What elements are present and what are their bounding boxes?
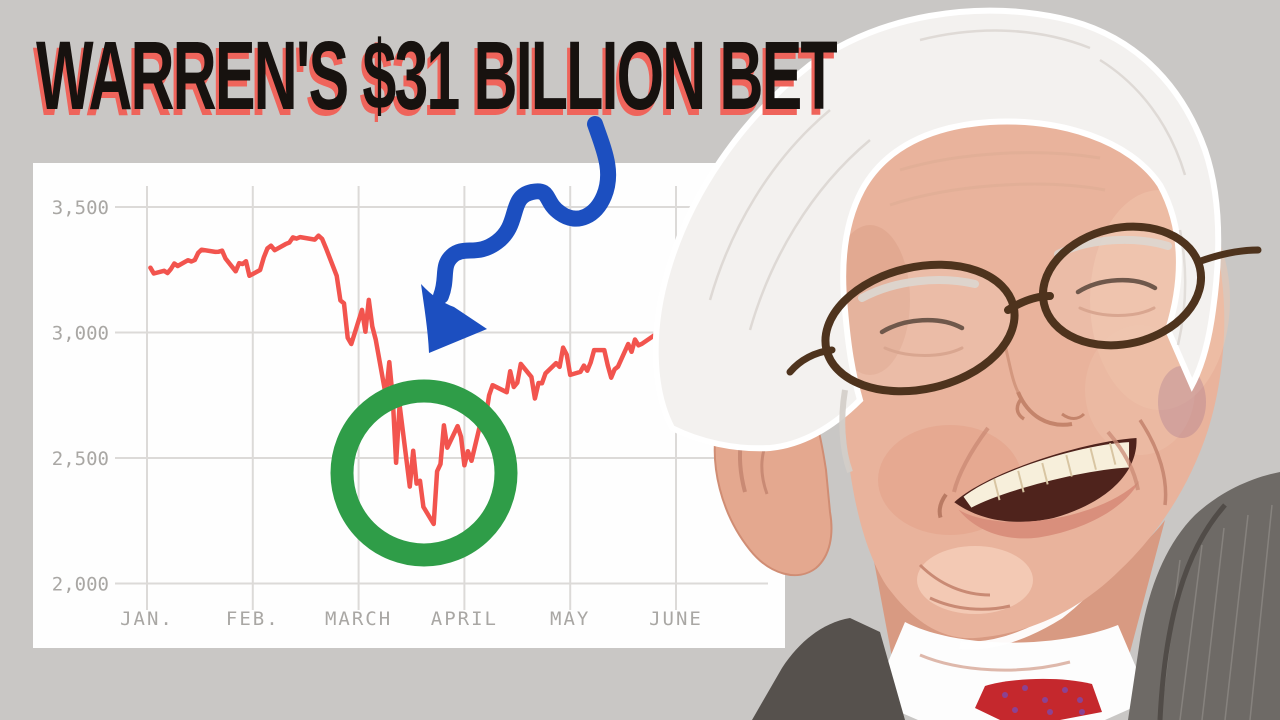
face-shading: [830, 151, 1230, 672]
teeth: [963, 442, 1130, 508]
buffett-shirt-collar: [872, 622, 1150, 720]
x-tick-label: JUNE: [649, 608, 703, 630]
buffett-face: [841, 106, 1225, 639]
buffett-smile: [937, 437, 1140, 539]
price-line: [148, 233, 669, 527]
y-tick-label: 2,500: [52, 448, 109, 470]
stock-chart-panel: 3,500 3,000 2,500 2,000 JAN. FEB. MARCH APRIL MA…: [33, 163, 785, 648]
cheek-bruise: [1158, 366, 1206, 438]
x-tick-label: MARCH: [325, 608, 392, 630]
y-tick-label: 3,000: [52, 323, 109, 345]
circle-highlight: [330, 379, 518, 567]
stock-line-chart: 3,500 3,000 2,500 2,000 JAN. FEB. MARCH APRIL MA…: [52, 186, 768, 630]
x-tick-label: APRIL: [431, 608, 498, 630]
x-tick-label: JAN.: [120, 608, 174, 630]
buffett-tie: [975, 678, 1102, 720]
x-tick-label: FEB.: [226, 608, 280, 630]
buffett-glasses: [786, 222, 1262, 396]
lower-lip: [958, 481, 1140, 539]
left-eyebrow: [858, 276, 979, 302]
x-tick-label: MAY: [550, 608, 590, 630]
y-tick-label: 3,500: [52, 197, 109, 219]
sideburn: [839, 389, 853, 474]
cutout-halo: [959, 384, 1196, 650]
smile-folds: [952, 426, 1140, 493]
buffett-eyes: [858, 235, 1172, 357]
buffett-nose: [1003, 344, 1086, 427]
buffett-right-shoulder: [1128, 472, 1280, 720]
title-text: WARREN'S $31 BILLION BET: [36, 21, 838, 130]
y-tick-label: 2,000: [52, 574, 109, 596]
buffett-neck: [870, 520, 1165, 700]
right-eyebrow: [1054, 235, 1172, 258]
